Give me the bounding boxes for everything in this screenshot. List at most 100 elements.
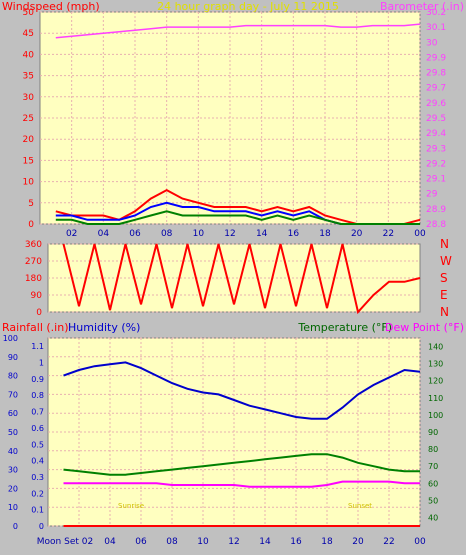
hour-tick: 18 xyxy=(319,229,331,239)
direction-tick: 0 xyxy=(36,308,42,318)
hour-tick: 14 xyxy=(259,537,271,547)
series-wind-direction-line xyxy=(62,243,421,315)
direction-tick: 360 xyxy=(25,240,42,250)
wind-baro-grid xyxy=(40,11,421,225)
wind-speed-axis-label: Windspeed (mph) xyxy=(2,0,100,13)
hour-tick: 06 xyxy=(129,229,141,239)
wind-speed-tick: 20 xyxy=(23,135,35,145)
rainfall-axis-label: Rainfall (.in) xyxy=(2,321,69,334)
wind-direction-series xyxy=(62,243,421,315)
hour-tick: 10 xyxy=(193,229,205,239)
humidity-axis-label: Humidity (%) xyxy=(68,321,140,334)
temperature-tick: 140 xyxy=(428,343,443,352)
compass-n-label: N xyxy=(440,305,449,319)
hour-tick: 20 xyxy=(352,537,364,547)
sunrise-annotation: Sunrise xyxy=(118,502,144,510)
barometer-tick: 29.4 xyxy=(426,129,446,139)
hour-tick: 22 xyxy=(383,537,394,547)
wind-speed-tick: 5 xyxy=(28,199,34,209)
direction-tick: 90 xyxy=(31,291,43,301)
wind-speed-tick: 45 xyxy=(23,29,34,39)
humidity-tick: 0 xyxy=(13,522,18,531)
rainfall-tick: 0.4 xyxy=(31,457,44,466)
sunset-annotation: Sunset xyxy=(348,502,372,510)
wind-baro-series xyxy=(55,23,421,225)
barometer-axis: 30.2 30.1 30 29.9 29.8 29.7 29.6 29.5 29.4 29.3 29… xyxy=(426,8,446,230)
wind-speed-tick: 10 xyxy=(23,178,35,188)
wind-speed-tick: 40 xyxy=(23,50,35,60)
compass-e-label: E xyxy=(440,288,448,302)
compass-w-label: W xyxy=(440,254,452,268)
series-average-line xyxy=(55,210,420,225)
rainfall-tick: 0.5 xyxy=(31,440,44,449)
wind-speed-tick: 15 xyxy=(23,156,34,166)
compass-n-label: N xyxy=(440,237,449,251)
temperature-tick: 90 xyxy=(428,428,438,437)
barometer-tick: 29.6 xyxy=(426,99,446,109)
hour-tick: 12 xyxy=(224,229,235,239)
top-time-axis: 02 04 06 08 10 12 14 16 18 20 22 00 xyxy=(66,229,426,239)
temperature-tick: 120 xyxy=(428,377,443,386)
barometer-tick: 28.8 xyxy=(426,220,446,230)
hour-tick: 00 xyxy=(414,537,426,547)
temperature-tick: 60 xyxy=(428,479,438,488)
barometer-tick: 29.3 xyxy=(426,144,446,154)
barometer-axis-label: Barometer (.in) xyxy=(380,0,464,13)
humidity-tick: 60 xyxy=(8,409,18,418)
hour-tick: 02 xyxy=(66,229,77,239)
barometer-tick: 30.1 xyxy=(426,23,446,33)
series-humidity-line xyxy=(63,361,421,420)
wind-speed-tick: 0 xyxy=(28,220,34,230)
rainfall-tick: 0.2 xyxy=(31,489,44,498)
hour-tick: 16 xyxy=(290,537,302,547)
compass-s-label: S xyxy=(440,271,448,285)
direction-tick: 180 xyxy=(25,274,42,284)
barometer-tick: 29.1 xyxy=(426,175,446,185)
hour-tick: 14 xyxy=(256,229,268,239)
wind-speed-tick: 35 xyxy=(23,72,34,82)
series-temperature-line xyxy=(63,453,420,476)
temperature-axis: 140 130 120 110 100 90 80 70 60 50 40 xyxy=(428,343,443,523)
rainfall-axis: 1.1 1 0.9 0.8 0.7 0.6 0.5 0.4 0.3 0.2 0.1 0 xyxy=(31,342,44,531)
humidity-tick: 40 xyxy=(8,447,18,456)
temperature-axis-label: Temperature (°F) xyxy=(297,321,392,334)
rainfall-tick: 0.9 xyxy=(31,375,44,384)
wind-speed-tick: 25 xyxy=(23,114,34,124)
series-dew-point-line xyxy=(63,480,420,488)
wind-speed-tick: 50 xyxy=(23,8,35,18)
barometer-tick: 29.9 xyxy=(426,53,446,63)
hour-tick: 18 xyxy=(321,537,333,547)
hour-tick: 08 xyxy=(161,229,173,239)
hour-tick: 16 xyxy=(288,229,300,239)
temperature-tick: 100 xyxy=(428,411,443,420)
barometer-tick: 29 xyxy=(426,190,438,200)
temperature-tick: 80 xyxy=(428,445,438,454)
bottom-time-axis: Moon Set 02 04 06 08 10 12 14 16 18 20 22 00 xyxy=(37,537,426,547)
humidity-tick: 30 xyxy=(8,466,18,475)
humidity-temp-series xyxy=(63,361,421,527)
rainfall-tick: 0.3 xyxy=(31,473,44,482)
temperature-tick: 70 xyxy=(428,462,438,471)
rainfall-tick: 0.1 xyxy=(31,506,44,515)
hour-tick: Moon Set 02 xyxy=(37,537,93,547)
rainfall-tick: 0.6 xyxy=(31,424,44,433)
hour-tick: 20 xyxy=(351,229,363,239)
wind-direction-axis: 360 270 180 90 0 xyxy=(25,240,42,318)
dew-point-axis-label: Dew Point (°F) xyxy=(385,321,464,334)
humidity-tick: 10 xyxy=(8,503,18,512)
hour-tick: 00 xyxy=(414,229,426,239)
humidity-tick: 50 xyxy=(8,428,18,437)
barometer-tick: 30 xyxy=(426,38,438,48)
hour-tick: 08 xyxy=(166,537,178,547)
barometer-tick: 29.8 xyxy=(426,69,446,79)
temperature-tick: 50 xyxy=(428,496,438,505)
temperature-tick: 110 xyxy=(428,394,443,403)
barometer-tick: 28.9 xyxy=(426,205,446,215)
barometer-tick: 29.7 xyxy=(426,84,446,94)
humidity-tick: 90 xyxy=(8,353,18,362)
barometer-tick: 29.5 xyxy=(426,114,446,124)
